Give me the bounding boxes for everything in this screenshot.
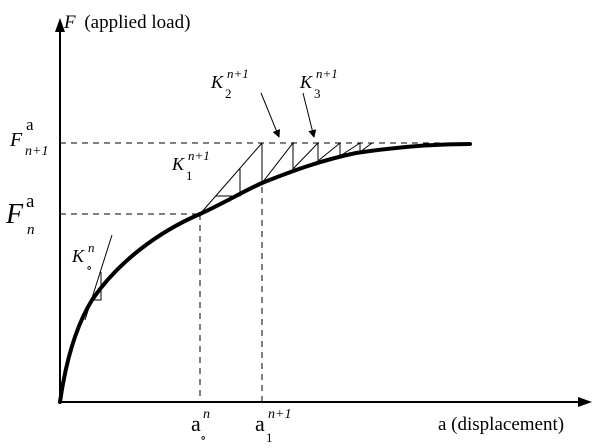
svg-text:n: n	[88, 240, 95, 255]
x-tick-second: a n+1 1	[255, 407, 291, 445]
initial-tangent-line	[84, 234, 113, 321]
k0-label: K n ∘	[71, 240, 95, 275]
k2-pointer-arrow	[260, 92, 281, 138]
svg-text:a: a	[26, 115, 34, 134]
svg-text:K: K	[171, 154, 185, 174]
k2-label: K n+1 2	[210, 66, 249, 101]
svg-text:n+1: n+1	[25, 144, 48, 159]
svg-text:n+1: n+1	[316, 66, 338, 81]
x-axis-label: a (displacement)	[438, 414, 564, 435]
iteration-steps	[261, 141, 373, 185]
svg-text:n+1: n+1	[268, 407, 291, 422]
svg-text:a: a	[26, 191, 35, 212]
svg-text:n+1: n+1	[188, 148, 210, 163]
k3-label: K n+1 3	[299, 66, 338, 101]
svg-text:K: K	[71, 246, 85, 266]
svg-text:∘: ∘	[200, 430, 206, 445]
svg-text:a: a	[191, 411, 201, 436]
y-tick-lower: F a n	[5, 191, 35, 238]
k3-pointer-arrow	[302, 92, 317, 138]
svg-text:1: 1	[266, 430, 273, 445]
svg-text:K: K	[299, 72, 313, 92]
load-displacement-curve	[58, 142, 472, 404]
x-axis-arrowhead	[578, 397, 592, 407]
svg-text:2: 2	[225, 86, 232, 101]
svg-text:K: K	[210, 72, 224, 92]
svg-text:3: 3	[314, 86, 321, 101]
svg-text:n: n	[203, 407, 210, 422]
y-axis-label: F (applied load)	[63, 12, 190, 33]
svg-text:1: 1	[186, 168, 193, 183]
x-tick-first: a n ∘	[191, 407, 210, 445]
svg-text:n: n	[27, 222, 35, 238]
k0-slope-triangle	[92, 272, 102, 301]
k1-secant-line	[199, 142, 263, 215]
svg-text:a: a	[255, 411, 265, 436]
k1-slope-triangle	[216, 168, 241, 197]
svg-text:F: F	[5, 199, 24, 230]
svg-text:F: F	[9, 129, 23, 151]
y-tick-upper: F a n+1	[9, 115, 48, 159]
y-axis-arrowhead	[55, 18, 65, 32]
k1-label: K n+1 1	[171, 148, 210, 183]
svg-text:n+1: n+1	[227, 66, 249, 81]
svg-text:∘: ∘	[86, 260, 92, 275]
